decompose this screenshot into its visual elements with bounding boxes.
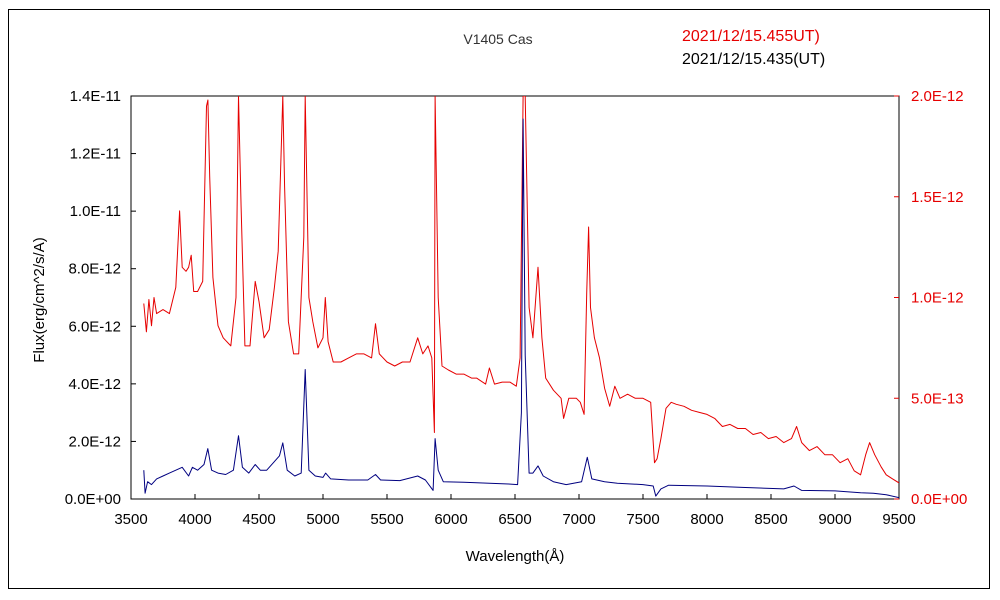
plot-area bbox=[130, 95, 900, 500]
axes-group bbox=[130, 95, 900, 500]
x-tick-label: 3500 bbox=[114, 511, 147, 528]
x-tick-label: 5000 bbox=[306, 511, 339, 528]
y-right-tick-label: 2.0E-12 bbox=[911, 88, 964, 105]
x-tick-label: 8000 bbox=[690, 511, 723, 528]
x-tick-label: 6000 bbox=[434, 511, 467, 528]
x-tick-label: 7500 bbox=[626, 511, 659, 528]
series-group bbox=[143, 96, 899, 499]
y-left-tick-label: 1.0E-11 bbox=[70, 203, 121, 220]
x-tick-label: 9500 bbox=[882, 511, 915, 528]
series-line-blue bbox=[143, 118, 899, 499]
chart-title: V1405 Cas bbox=[463, 31, 532, 47]
x-tick-label: 5500 bbox=[370, 511, 403, 528]
y-right-tick-label: 5.0E-13 bbox=[911, 390, 964, 407]
y-left-tick-label: 2.0E-12 bbox=[68, 433, 121, 450]
legend-entry-red: 2021/12/15.455UT) bbox=[682, 28, 820, 45]
y-axis-label: Flux(erg/cm^2/s/A) bbox=[31, 237, 48, 362]
x-tick-label: 8500 bbox=[754, 511, 787, 528]
x-tick-label: 4000 bbox=[178, 511, 211, 528]
x-tick-label: 7000 bbox=[562, 511, 595, 528]
y-left-tick-label: 1.4E-11 bbox=[70, 88, 121, 105]
x-tick-label: 4500 bbox=[242, 511, 275, 528]
x-tick-label: 9000 bbox=[818, 511, 851, 528]
y-right-tick-label: 1.0E-12 bbox=[911, 290, 964, 307]
x-tick-label: 6500 bbox=[498, 511, 531, 528]
x-axis-label: Wavelength(Å) bbox=[466, 548, 565, 565]
y-left-tick-label: 8.0E-12 bbox=[68, 261, 121, 278]
legend-entry-blue: 2021/12/15.435(UT) bbox=[682, 51, 825, 68]
chart-frame bbox=[8, 9, 990, 589]
y-right-tick-label: 0.0E+00 bbox=[911, 491, 967, 508]
y-left-tick-label: 1.2E-11 bbox=[70, 146, 121, 163]
y-left-tick-label: 6.0E-12 bbox=[68, 318, 121, 335]
y-right-tick-label: 1.5E-12 bbox=[911, 189, 964, 206]
series-line-red bbox=[143, 96, 899, 484]
y-left-tick-label: 0.0E+00 bbox=[65, 491, 121, 508]
ticks-group: 3500 4000 4500 5000 5500 6000 6500 7000 7500 8000… bbox=[65, 88, 968, 528]
y-left-tick-label: 4.0E-12 bbox=[68, 376, 121, 393]
